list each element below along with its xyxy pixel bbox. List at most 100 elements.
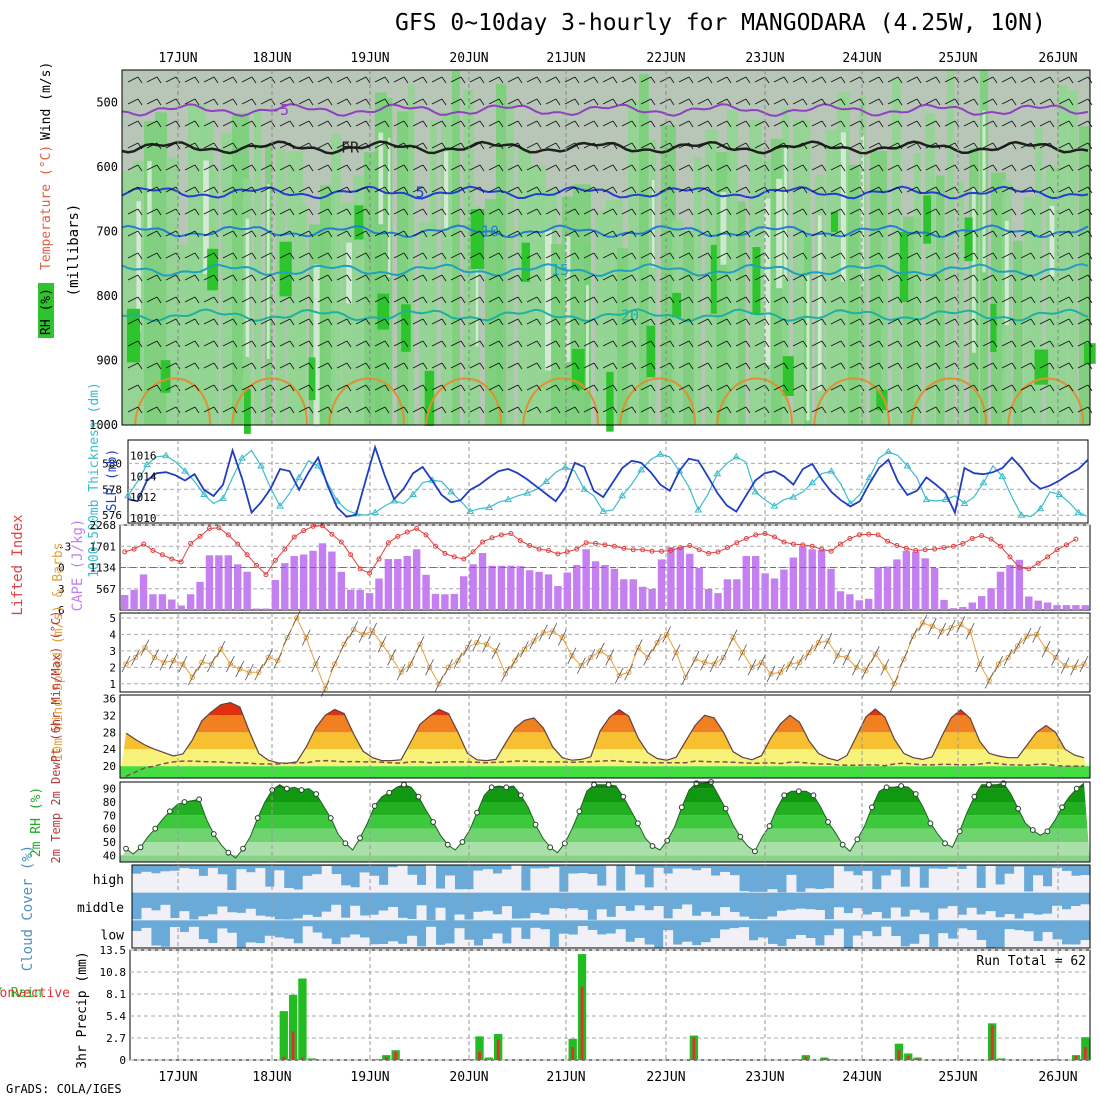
wind-barb: [336, 296, 348, 303]
wind-barb-flag: [707, 384, 713, 392]
wind-barb: [716, 362, 728, 369]
rh-marker: [942, 840, 948, 847]
wind-barb: [1039, 406, 1051, 413]
wind-barb-flag: [384, 76, 390, 84]
cloud-bar: [302, 875, 313, 893]
wind-speed-marker: [417, 641, 423, 647]
wind-barb: [1058, 230, 1070, 237]
wind-barb-flag: [213, 208, 219, 216]
wind-barb-flag: [859, 252, 865, 260]
wind-barb: [602, 384, 614, 391]
wind-barb: [564, 186, 576, 193]
wind-barb-flag: [422, 208, 428, 216]
wind-barb-flag: [897, 384, 903, 392]
wind-barb: [431, 362, 443, 369]
wind-barb-flag: [954, 384, 960, 392]
wind-barb-flag: [1011, 208, 1017, 216]
cloud-bar: [378, 884, 389, 893]
wind-barb: [469, 274, 481, 281]
wind-tick: 3: [109, 645, 116, 658]
thickness-marker: [219, 494, 227, 501]
wind-barb: [355, 296, 367, 303]
wind-barb-flag: [232, 362, 238, 370]
wind-barb: [355, 76, 367, 83]
wind-barb-flag: [669, 384, 675, 392]
thickness-marker: [580, 485, 589, 492]
wind-barb: [849, 208, 861, 215]
thickness-marker: [504, 495, 513, 503]
temp-band: [120, 702, 1090, 716]
wind-barb: [735, 142, 747, 149]
rh-marker: [839, 841, 846, 848]
cloud-bar: [739, 891, 750, 893]
wind-barb: [241, 164, 253, 171]
wind-barb-flag: [422, 296, 428, 304]
wind-speed-marker: [218, 646, 224, 652]
wind-barb: [849, 384, 861, 391]
rh-marker: [210, 831, 217, 837]
lifted-index-marker: [715, 549, 721, 555]
wind-barb: [652, 634, 662, 651]
thickness-marker: [865, 473, 874, 481]
date-tick-bottom: 23JUN: [745, 1070, 784, 1085]
rh-band: [958, 181, 965, 425]
wind-barb-flag: [308, 274, 314, 282]
wind-speed-marker: [825, 638, 831, 644]
cloud-bar: [511, 865, 522, 893]
cloud-bar: [786, 874, 797, 893]
wind-barb: [963, 186, 975, 193]
wind-speed-marker: [692, 656, 698, 662]
wind-barb: [184, 406, 196, 413]
wind-barb: [811, 318, 823, 325]
pressure-tick: 500: [96, 95, 118, 109]
wind-barb: [1001, 384, 1013, 391]
wind-barb-flag: [327, 274, 333, 282]
wind-barb: [830, 406, 842, 413]
wind-barb-flag: [650, 362, 656, 370]
wind-barb: [719, 649, 728, 666]
wind-barb-flag: [289, 120, 295, 128]
wind-barb: [431, 76, 443, 83]
wind-barb-flag: [764, 274, 770, 282]
cloud-bar: [397, 917, 408, 921]
lifted-index-marker: [847, 535, 853, 541]
wind-barb-flag: [574, 120, 580, 128]
wind-barb: [1077, 252, 1089, 259]
wind-barb: [374, 186, 386, 193]
wind-barb: [545, 120, 557, 127]
wind-barb: [406, 655, 415, 673]
wind-barb-flag: [897, 164, 903, 172]
wind-speed-marker: [341, 641, 347, 647]
wind-barb-flag: [479, 384, 485, 392]
wind-barb: [165, 98, 177, 105]
wind-barb: [450, 406, 462, 413]
wind-barb: [279, 318, 291, 325]
wind-barb-flag: [327, 142, 333, 150]
wind-barb-flag: [194, 252, 200, 260]
wind-barb: [431, 406, 443, 413]
wind-barb: [1077, 406, 1089, 413]
wind-barb-flag: [346, 230, 352, 238]
wind-barb: [963, 208, 975, 215]
wind-barb-flag: [935, 318, 941, 326]
rh-band: [353, 175, 364, 425]
wind-barb: [241, 208, 253, 215]
wind-speed-marker: [521, 646, 528, 652]
wind-barb: [488, 318, 500, 325]
lifted-index-marker: [574, 546, 580, 552]
wind-barb: [621, 98, 633, 105]
wind-speed-marker: [208, 661, 215, 667]
wind-barb-flag: [802, 384, 808, 392]
wind-barb-flag: [251, 186, 257, 194]
wind-barb-flag: [555, 120, 561, 128]
rh-dry-patch: [444, 151, 449, 228]
cloud-bar: [530, 912, 541, 921]
wind-barb: [482, 636, 491, 653]
wind-barb: [785, 655, 795, 673]
cape-bar: [318, 543, 327, 610]
wind-barb-flag: [460, 318, 466, 326]
wind-barb: [488, 274, 500, 281]
wind-barb: [374, 230, 386, 237]
wind-barb-flag: [840, 120, 846, 128]
wind-barb-flag: [194, 274, 200, 282]
